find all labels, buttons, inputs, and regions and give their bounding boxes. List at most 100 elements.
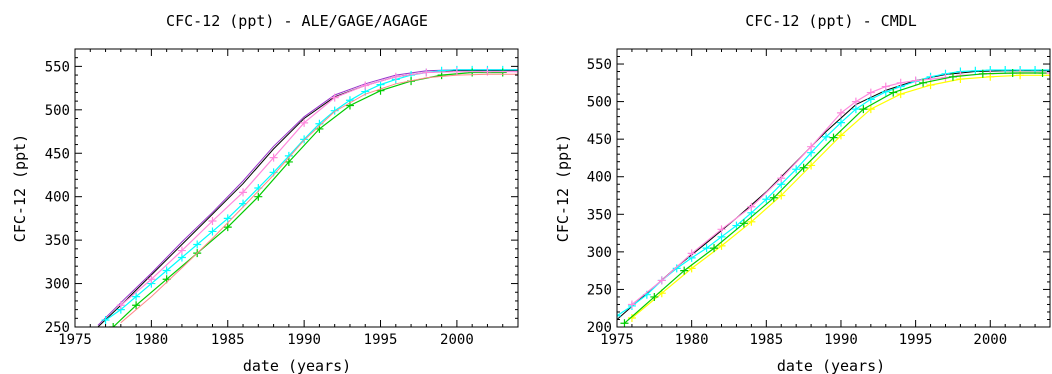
data-point [836, 131, 845, 140]
data-point [376, 86, 385, 95]
data-point [1008, 69, 1017, 78]
x-axis-label: date (years) [243, 357, 351, 374]
data-point [710, 244, 719, 253]
y-tick-label: 450 [45, 146, 70, 162]
y-tick-label: 550 [587, 57, 612, 73]
data-point [109, 323, 118, 327]
data-point [896, 90, 905, 99]
series-line-0 [97, 70, 518, 327]
series-line-0 [617, 70, 1050, 320]
data-point [101, 316, 110, 325]
data-point [687, 249, 696, 258]
data-point [361, 81, 370, 90]
data-point [132, 292, 141, 301]
chart-title: CFC-12 (ppt) - CMDL [745, 12, 917, 30]
plot-frame [74, 48, 519, 328]
data-point [223, 214, 232, 223]
data-point [829, 133, 838, 142]
data-point [269, 153, 278, 162]
chart-panel-ale-gage-agage: CFC-12 (ppt) - ALE/GAGE/AGAGE 1975 1980 19… [11, 12, 519, 374]
series-line-2 [105, 69, 518, 321]
data-point [330, 106, 339, 115]
data-point [1038, 69, 1047, 78]
data-point [1046, 69, 1050, 78]
x-tick-label: 1980 [675, 332, 709, 348]
data-point [391, 72, 400, 81]
data-point [650, 292, 659, 301]
data-point [911, 76, 920, 85]
data-point [254, 192, 263, 201]
data-point [717, 241, 726, 250]
y-tick-label: 300 [587, 245, 612, 261]
y-tick-label: 300 [45, 277, 70, 293]
plot-area: 1975 1980 1985 1990 1995 2000 250 300 350 400 450 5… [45, 48, 519, 348]
data-point [851, 105, 860, 114]
data-point [948, 72, 957, 81]
data-point [769, 193, 778, 202]
chart-title: CFC-12 (ppt) - ALE/GAGE/AGAGE [166, 12, 428, 30]
y-tick-label: 350 [45, 233, 70, 249]
y-tick-label: 400 [45, 190, 70, 206]
data-point [514, 67, 518, 76]
data-point [208, 227, 217, 236]
y-tick-label: 500 [45, 103, 70, 119]
data-point [881, 82, 890, 91]
data-point [792, 165, 801, 174]
data-point [747, 202, 756, 211]
y-axis-label: CFC-12 (ppt) [554, 134, 572, 242]
data-point [807, 142, 816, 151]
data-point [762, 195, 771, 204]
x-tick-label: 1980 [135, 332, 169, 348]
data-point [777, 191, 786, 200]
data-point [747, 217, 756, 226]
data-point [422, 68, 431, 77]
x-tick-label: 1990 [287, 332, 321, 348]
x-tick-label: 2000 [440, 332, 474, 348]
data-point [739, 219, 748, 228]
y-tick-label: 200 [587, 320, 612, 336]
y-tick-label: 250 [45, 320, 70, 336]
x-tick-label: 1995 [364, 332, 398, 348]
data-point [498, 68, 507, 77]
data-point [208, 217, 217, 226]
data-point [162, 266, 171, 275]
data-point [193, 240, 202, 249]
x-tick-label: 1975 [58, 332, 92, 348]
data-point [177, 246, 186, 255]
data-point [627, 313, 636, 322]
data-point [889, 88, 898, 97]
data-point [239, 188, 248, 197]
y-tick-label: 550 [45, 59, 70, 75]
data-point [807, 161, 816, 170]
series-line-5 [120, 73, 518, 324]
data-point [836, 118, 845, 127]
data-point [680, 266, 689, 275]
data-point [896, 78, 905, 87]
data-point [452, 67, 461, 76]
plot-frame [616, 48, 1051, 328]
series-line-3 [112, 71, 503, 327]
x-tick-label: 1990 [824, 332, 858, 348]
data-point [147, 275, 156, 284]
y-tick-label: 400 [587, 170, 612, 186]
y-tick-label: 350 [587, 207, 612, 223]
data-point [978, 69, 987, 78]
data-point [223, 223, 232, 232]
data-point [116, 301, 125, 310]
data-point [620, 319, 629, 327]
plot-area: 1975 1980 1985 1990 1995 2000 200 250 300 350 400 4… [587, 48, 1051, 348]
data-point [617, 311, 621, 320]
series-line-4 [120, 70, 518, 306]
x-tick-label: 1985 [749, 332, 783, 348]
data-point [866, 88, 875, 97]
data-point [859, 105, 868, 114]
series-line-2 [631, 72, 1050, 305]
data-point [627, 300, 636, 309]
data-point [836, 108, 845, 117]
data-point [284, 157, 293, 166]
data-point [702, 244, 711, 253]
data-point [717, 225, 726, 234]
series-line-4 [624, 72, 1043, 324]
data-point [300, 135, 309, 144]
y-tick-label: 250 [587, 282, 612, 298]
